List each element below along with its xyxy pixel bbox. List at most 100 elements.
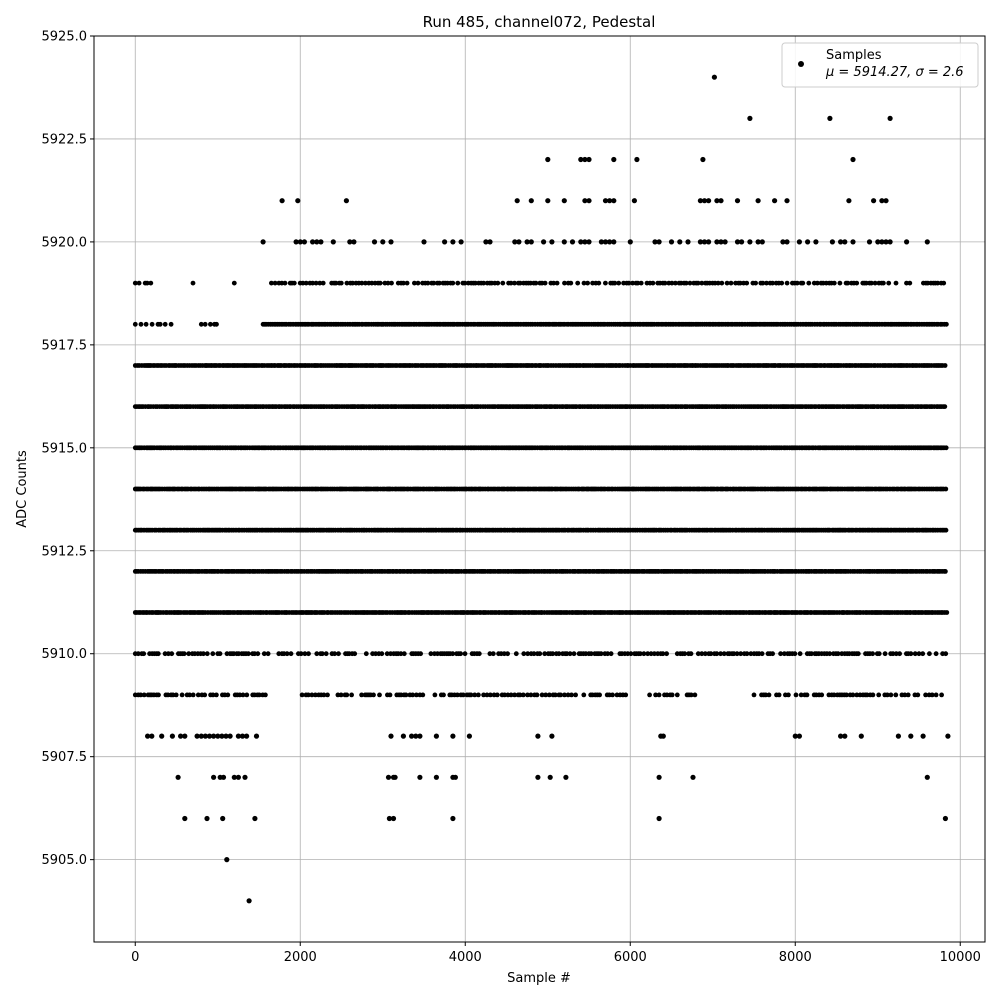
data-point (927, 651, 932, 657)
data-point (770, 651, 775, 657)
data-point (674, 692, 680, 698)
data-point (412, 280, 417, 286)
data-point (415, 280, 421, 286)
y-axis-label: ADC Counts (15, 450, 30, 528)
data-point (211, 774, 217, 780)
data-point (182, 733, 188, 739)
data-point (136, 280, 142, 286)
data-point (887, 239, 893, 245)
data-point (537, 651, 543, 657)
data-point (392, 774, 398, 780)
data-point (333, 280, 339, 286)
data-point (208, 321, 213, 327)
data-point (169, 733, 175, 739)
data-point (908, 733, 914, 739)
data-point (887, 115, 893, 121)
data-point (638, 280, 644, 286)
data-point (634, 156, 640, 163)
data-point (350, 280, 355, 286)
data-point (635, 280, 641, 286)
data-point (933, 651, 939, 657)
data-point (829, 239, 836, 245)
data-point (669, 692, 675, 698)
data-point (244, 692, 250, 698)
data-point (132, 280, 138, 286)
data-point (179, 692, 185, 698)
data-point (542, 280, 548, 286)
data-point (168, 321, 174, 327)
data-point (611, 198, 617, 204)
data-point (924, 239, 930, 245)
data-point (269, 280, 274, 286)
data-point (458, 651, 463, 657)
data-point (210, 651, 216, 657)
data-point (907, 280, 913, 286)
data-point (737, 280, 743, 286)
data-point (513, 651, 519, 657)
data-point (175, 774, 181, 780)
data-point (842, 239, 848, 245)
data-point (190, 692, 196, 698)
data-point (611, 156, 617, 163)
data-point (545, 198, 551, 204)
data-point (279, 198, 285, 204)
data-point (870, 651, 875, 657)
data-point (554, 280, 560, 286)
data-point (242, 774, 248, 780)
data-point (214, 692, 219, 698)
data-point (596, 280, 602, 286)
data-point (476, 651, 482, 657)
data-point (202, 692, 208, 698)
data-point (547, 774, 553, 780)
data-point (500, 280, 506, 286)
data-point (505, 651, 510, 657)
data-point (608, 651, 614, 657)
data-point (943, 569, 948, 574)
data-point (244, 733, 250, 739)
data-point (246, 898, 252, 904)
data-point (779, 280, 785, 286)
data-point (425, 280, 431, 286)
data-point (162, 321, 168, 327)
data-point (623, 692, 629, 698)
data-point (597, 692, 602, 698)
data-point (288, 651, 294, 657)
data-point (718, 198, 724, 204)
data-point (369, 280, 375, 286)
data-point (389, 280, 394, 286)
data-point (351, 239, 357, 245)
data-point (533, 280, 539, 286)
data-point (719, 280, 725, 286)
data-point (217, 651, 223, 657)
data-point (182, 815, 188, 822)
data-point (458, 239, 464, 245)
data-point (157, 321, 163, 327)
data-point (677, 239, 683, 245)
data-point (784, 239, 790, 245)
data-point (143, 321, 149, 327)
data-point (662, 280, 668, 286)
data-point (563, 774, 569, 780)
data-point (432, 692, 438, 698)
data-point (895, 733, 902, 739)
data-point (784, 280, 790, 286)
data-point (473, 280, 478, 286)
data-point (344, 692, 350, 698)
data-point (612, 280, 618, 286)
data-point (246, 651, 251, 657)
data-point (935, 280, 941, 286)
data-point (220, 774, 227, 780)
data-point (819, 692, 825, 698)
data-point (855, 651, 861, 657)
data-point (842, 733, 848, 739)
data-point (224, 857, 230, 863)
data-point (400, 733, 406, 739)
data-point (586, 156, 592, 163)
data-point (155, 651, 161, 657)
data-point (495, 280, 501, 286)
data-point (897, 651, 902, 657)
data-point (715, 280, 721, 286)
data-point (882, 651, 888, 657)
data-point (450, 733, 456, 739)
